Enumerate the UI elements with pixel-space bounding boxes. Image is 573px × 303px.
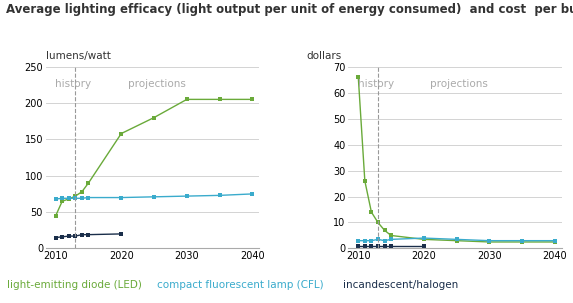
Text: projections: projections [128, 79, 186, 89]
Text: history: history [358, 79, 394, 89]
Text: dollars: dollars [307, 51, 342, 61]
Text: incandescent/halogen: incandescent/halogen [343, 280, 459, 290]
Text: light-emitting diode (LED): light-emitting diode (LED) [7, 280, 142, 290]
Text: projections: projections [430, 79, 488, 89]
Text: lumens/watt: lumens/watt [46, 51, 111, 61]
Text: Average lighting efficacy (light output per unit of energy consumed)  and cost  : Average lighting efficacy (light output … [6, 3, 573, 16]
Text: compact fluorescent lamp (CFL): compact fluorescent lamp (CFL) [158, 280, 324, 290]
Text: history: history [56, 79, 92, 89]
